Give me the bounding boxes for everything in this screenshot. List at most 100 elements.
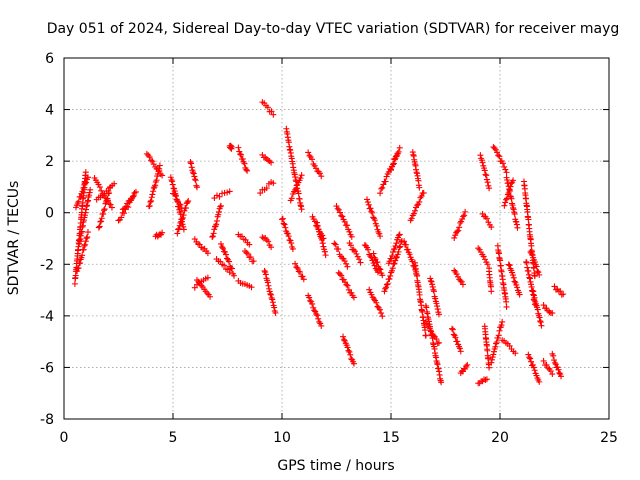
track-60 [427, 275, 442, 318]
y-tick-label: 4 [45, 103, 54, 119]
data-point [377, 190, 384, 197]
data-point [332, 241, 339, 248]
data-point [449, 326, 456, 333]
data-point [435, 339, 442, 346]
track-62 [451, 267, 466, 288]
data-point [393, 254, 400, 261]
data-point [147, 198, 154, 205]
data-point [531, 294, 538, 301]
data-point [527, 355, 534, 362]
data-point [207, 293, 214, 300]
data-point [451, 234, 458, 241]
data-point [267, 291, 274, 298]
data-point [279, 216, 285, 223]
data-point [83, 179, 90, 186]
data-point [171, 190, 178, 197]
data-point [312, 308, 319, 315]
data-point [184, 199, 191, 206]
data-point [263, 185, 270, 192]
data-point [107, 201, 114, 208]
data-point [343, 260, 350, 267]
data-point [247, 254, 254, 261]
data-point [438, 379, 445, 386]
data-point [368, 291, 375, 298]
data-point [315, 315, 322, 322]
track-71 [494, 242, 510, 310]
data-point [215, 211, 222, 218]
data-point [389, 265, 396, 272]
data-point [369, 209, 376, 216]
data-point [411, 207, 418, 214]
track-64 [457, 361, 471, 377]
data-point [534, 268, 541, 275]
data-point [390, 261, 397, 268]
data-point [338, 212, 345, 219]
data-point [538, 322, 545, 329]
data-point [270, 111, 277, 118]
data-point [535, 269, 542, 276]
data-point [365, 246, 372, 253]
track-39 [305, 292, 325, 329]
data-point [84, 174, 91, 181]
data-point [209, 233, 216, 240]
data-point [148, 157, 155, 164]
track-16 [191, 236, 211, 257]
data-point [503, 196, 510, 203]
data-point [430, 332, 437, 339]
data-point [389, 161, 396, 168]
data-point [551, 283, 558, 290]
x-tick-label: 0 [60, 430, 69, 446]
data-point [549, 371, 556, 378]
data-point [118, 214, 125, 221]
x-axis-label: GPS time / hours [277, 458, 394, 474]
data-point [531, 367, 538, 374]
data-point [311, 307, 318, 314]
data-point [221, 262, 228, 269]
plot-frame [63, 57, 610, 420]
data-point [180, 212, 187, 219]
data-point [262, 271, 269, 278]
track-15 [187, 159, 200, 191]
data-point [190, 169, 197, 176]
data-point [402, 241, 409, 248]
data-point [352, 248, 359, 255]
data-point [268, 244, 275, 251]
data-point [367, 205, 374, 212]
track-0 [71, 169, 89, 287]
data-point [418, 193, 425, 200]
track-45 [346, 240, 364, 266]
data-point [530, 288, 537, 295]
data-point [461, 212, 468, 219]
data-point [428, 278, 435, 285]
data-point [386, 275, 393, 282]
track-42 [340, 333, 357, 367]
data-point [341, 218, 348, 225]
data-point [389, 252, 396, 259]
data-point [491, 348, 498, 355]
data-point [426, 325, 433, 332]
data-point [222, 251, 229, 258]
x-tick-label: 25 [600, 430, 618, 446]
y-axis: -8 -6 -4 -2 0 2 4 6 [40, 51, 609, 428]
track-59 [422, 318, 442, 347]
track-53 [388, 144, 403, 174]
data-point [153, 177, 160, 184]
track-6 [93, 180, 118, 203]
chart-title: Day 051 of 2024, Sidereal Day-to-day VTE… [47, 21, 620, 37]
data-point [306, 294, 313, 301]
data-point [536, 314, 543, 321]
data-point [477, 152, 484, 159]
data-point [269, 296, 276, 303]
data-point [100, 207, 107, 214]
data-point [235, 144, 242, 151]
data-point [177, 219, 184, 226]
track-29 [259, 151, 275, 166]
data-point [464, 361, 471, 368]
data-point [364, 196, 371, 203]
data-point [536, 271, 543, 278]
data-point [237, 151, 244, 158]
data-point [316, 228, 323, 235]
data-point [339, 213, 346, 220]
data-point [248, 284, 255, 291]
data-point [429, 283, 436, 290]
